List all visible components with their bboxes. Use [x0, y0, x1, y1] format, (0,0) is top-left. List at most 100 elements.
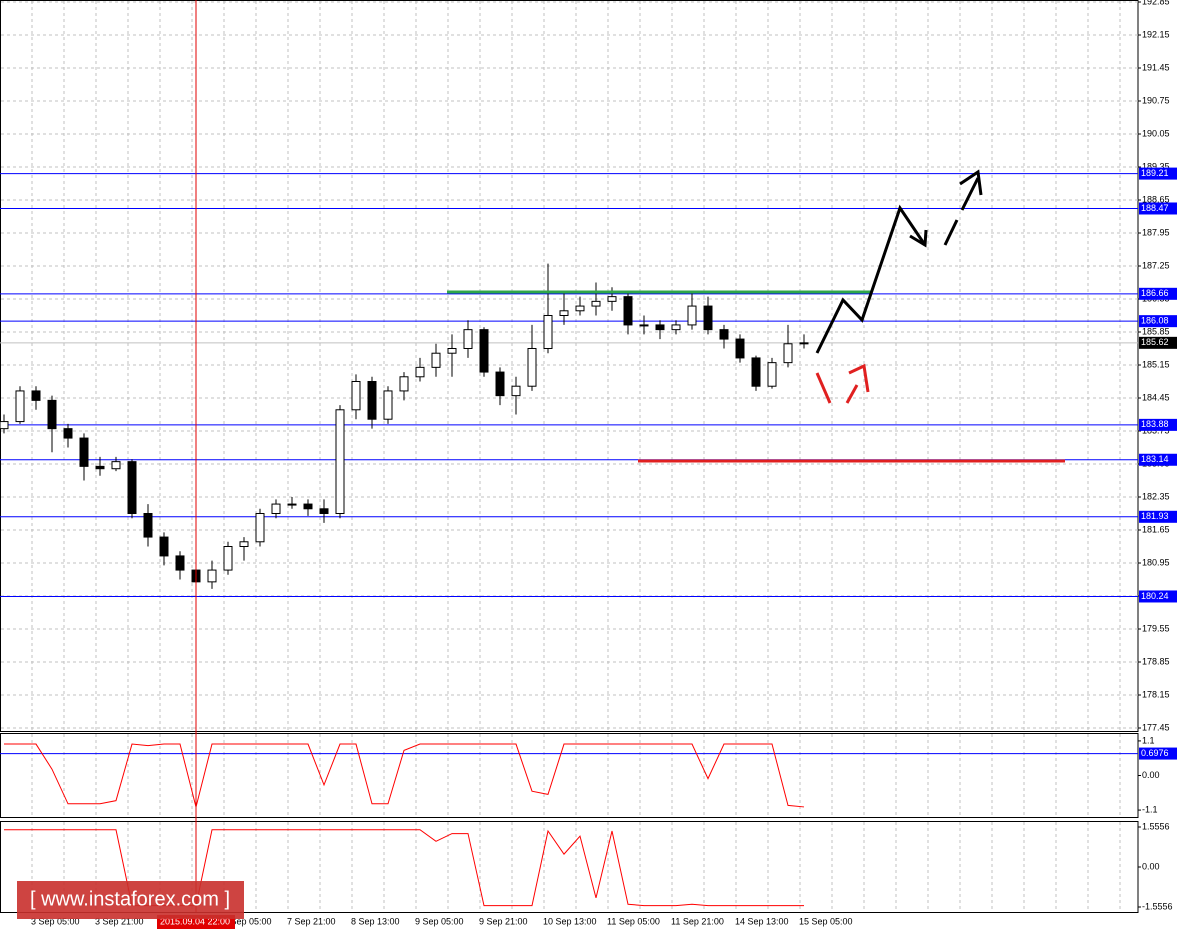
candle-body: [671, 324, 681, 331]
overlay: 189.21 188.47 186.66 186.08 183.88 183.14 181.…: [17, 0, 1177, 929]
last-price-label: 185.62: [1141, 337, 1169, 347]
level-label-box: [1139, 747, 1177, 760]
candle-body: [447, 348, 457, 354]
candle-body: [463, 329, 473, 349]
y-tick-label: 179.55: [1142, 623, 1170, 633]
x-tick-label: 11 Sep 05:00: [607, 916, 660, 926]
y-tick-label: 178.15: [1142, 689, 1170, 699]
candle-body: [319, 508, 329, 514]
candle-body: [399, 376, 409, 392]
level-label: 186.66: [1141, 288, 1169, 298]
candle-body: [255, 513, 265, 543]
level-label-box: [1139, 202, 1177, 215]
candle-body: [111, 461, 121, 470]
x-tick-label: 9 Sep 21:00: [479, 916, 528, 926]
candle-body: [623, 296, 633, 326]
candle-body: [47, 399, 57, 430]
y-tick-label: 187.25: [1142, 260, 1170, 270]
y-tick-label: 180.95: [1142, 557, 1170, 567]
candle-body: [751, 357, 761, 387]
candle-body: [559, 310, 569, 316]
candle-body: [735, 338, 745, 359]
candle-body: [271, 503, 281, 515]
arrow-head: [909, 229, 928, 248]
x-tick-label: 15 Sep 05:00: [799, 916, 853, 926]
x-tick-label: 14 Sep 13:00: [735, 916, 789, 926]
candle-body: [527, 348, 537, 387]
candle-body: [159, 536, 169, 557]
level-label: 183.14: [1141, 454, 1169, 464]
level-label: 189.21: [1141, 168, 1169, 178]
candle-body: [287, 503, 297, 506]
level-label: 186.08: [1141, 316, 1169, 326]
x-tick-label: 10 Sep 13:00: [543, 916, 597, 926]
y-tick-label: 185.85: [1142, 326, 1170, 336]
candle-body: [655, 324, 665, 331]
candle-body: [479, 329, 489, 373]
last-price-box: [1139, 336, 1177, 349]
y-tick-label: 1.1: [1142, 735, 1155, 745]
x-tick-label: 7 Sep 21:00: [287, 916, 336, 926]
y-tick-label: 187.95: [1142, 227, 1170, 237]
dash: [845, 384, 859, 404]
y-tick-label: 182.35: [1142, 491, 1170, 501]
y-tick-label: 1.5556: [1142, 821, 1170, 831]
level-label: 180.24: [1141, 591, 1169, 601]
candle-body: [143, 513, 153, 538]
candle-body: [303, 503, 313, 510]
candle-body: [31, 390, 41, 401]
candle-body: [431, 352, 441, 368]
candle-body: [607, 296, 617, 302]
candle-body: [495, 371, 505, 397]
level-label-box: [1139, 453, 1177, 466]
dash: [960, 177, 980, 211]
y-tick-label: 192.85: [1142, 0, 1170, 6]
candle-body: [175, 555, 185, 571]
candle-body: [591, 300, 601, 307]
watermark: [ www.instaforex.com ]: [30, 888, 230, 910]
y-tick-label: 188.65: [1142, 194, 1170, 204]
main-panel: [0, 0, 1139, 732]
level-label: 188.47: [1141, 203, 1169, 213]
candle-body: [767, 362, 777, 387]
x-tick-label: 11 Sep 21:00: [671, 916, 724, 926]
crosshair-label: 2015.09.04 22:00: [160, 916, 230, 926]
forecast-path: [815, 204, 927, 354]
x-tick-label: 3 Sep 21:00: [95, 916, 144, 926]
candle-body: [15, 390, 25, 423]
candle-body: [367, 381, 377, 420]
candle-body: [719, 329, 729, 340]
level-label-box: [1139, 418, 1177, 431]
candle-body: [383, 390, 393, 420]
dash: [943, 219, 959, 246]
candle-body: [207, 569, 217, 583]
candle-body: [511, 385, 521, 397]
x-tick-label: 7 Sep 05:00: [223, 916, 272, 926]
y-tick-label: 190.75: [1142, 95, 1170, 105]
forecast-annotations: [447, 169, 1065, 463]
y-tick-label: -1.5556: [1142, 901, 1173, 911]
candle-body: [703, 305, 713, 331]
candle-body: [783, 343, 793, 364]
candle-body: [239, 541, 249, 547]
y-tick-label: 181.65: [1142, 524, 1170, 534]
candle-body: [79, 437, 89, 467]
level-label: 181.93: [1141, 511, 1169, 521]
arrow-head: [959, 169, 983, 196]
y-tick-label: 178.85: [1142, 656, 1170, 666]
y-tick-label: 0.00: [1142, 861, 1160, 871]
level-label-box: [1139, 167, 1177, 180]
y-tick-label: 189.35: [1142, 161, 1170, 171]
candle-body: [63, 428, 73, 439]
y-tick-label: 185.15: [1142, 359, 1170, 369]
candle-body: [0, 421, 9, 430]
level-label-box: [1139, 510, 1177, 523]
y-tick-label: 191.45: [1142, 62, 1170, 72]
arrow-head: [848, 363, 870, 393]
candle-body: [95, 465, 105, 470]
y-tick-label: 177.45: [1142, 722, 1170, 732]
y-tick-label: 0.00: [1142, 770, 1160, 780]
